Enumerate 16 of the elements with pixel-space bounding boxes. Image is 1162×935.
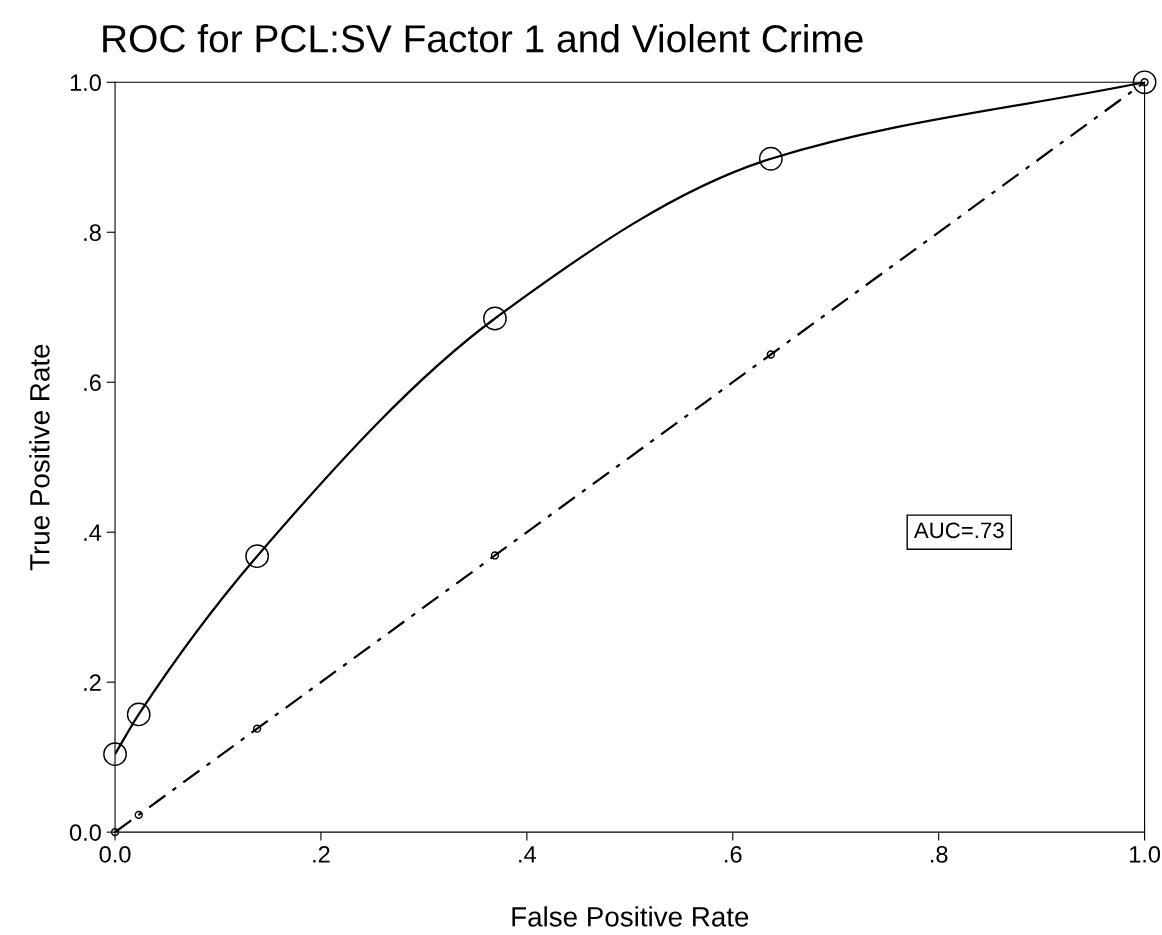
- y-tick-label: .6: [84, 374, 101, 392]
- x-tick-label: 1.0: [1129, 845, 1161, 863]
- x-tick-label: .2: [313, 845, 330, 863]
- chart-title: ROC for PCL:SV Factor 1 and Violent Crime: [103, 23, 863, 53]
- y-tick-label: 1.0: [70, 74, 101, 92]
- x-tick-label: .4: [519, 846, 537, 863]
- x-tick-label: .8: [930, 845, 948, 863]
- x-axis-title: False Positive Rate: [512, 906, 749, 927]
- y-axis-title: True Positive Rate: [29, 344, 50, 571]
- x-tick-label: .6: [725, 845, 742, 863]
- y-tick-label: .4: [84, 524, 102, 541]
- annotation: AUC=.73: [913, 522, 1004, 539]
- y-tick-label: .2: [84, 674, 101, 691]
- y-tick-label: .8: [84, 224, 101, 242]
- y-tick-label: 0.0: [69, 824, 101, 841]
- x-tick-label: 0.0: [99, 845, 131, 863]
